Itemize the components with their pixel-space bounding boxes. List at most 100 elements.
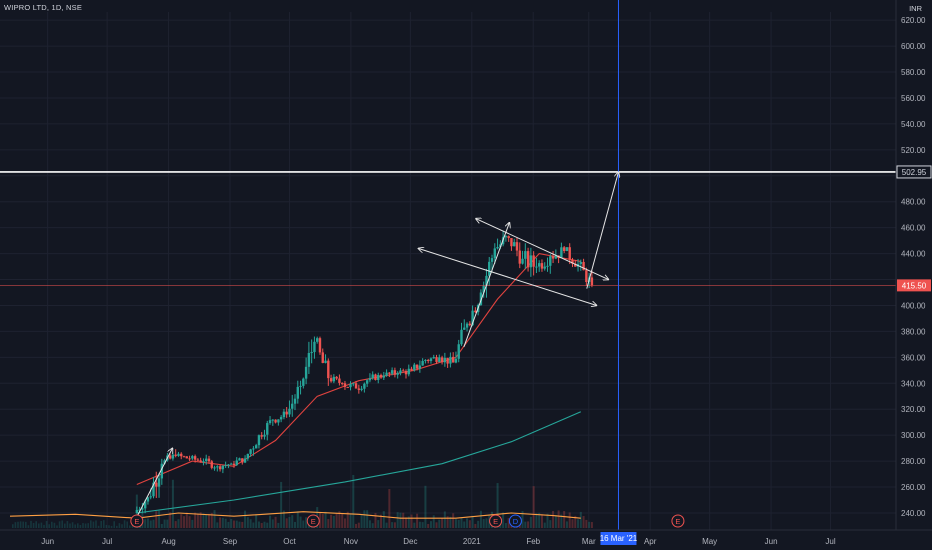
candle-body <box>207 458 211 462</box>
candle-body <box>157 478 161 487</box>
candle-body <box>443 357 447 363</box>
candle-body <box>227 464 230 466</box>
candle-body <box>193 456 197 460</box>
candle-body <box>307 352 311 367</box>
candle-body <box>221 465 225 470</box>
candle-body <box>146 497 150 502</box>
volume-bar <box>529 516 532 528</box>
candle-body <box>321 352 324 363</box>
volume-bar <box>14 522 17 528</box>
candle-body <box>177 453 180 456</box>
volume-bar <box>341 513 344 528</box>
candle-body <box>310 352 313 354</box>
candle-body <box>360 388 363 390</box>
volume-bar <box>249 519 252 528</box>
volume-bar <box>152 519 155 528</box>
event-badge-label: D <box>513 517 519 526</box>
candle-body <box>199 460 202 463</box>
volume-bar <box>48 524 50 528</box>
candle-body <box>457 344 460 359</box>
volume-bar <box>540 514 543 528</box>
candle-body <box>202 461 205 463</box>
time-tick-label: Feb <box>526 537 540 546</box>
volume-bar <box>79 524 82 528</box>
volume-bar <box>588 521 591 528</box>
price-tick-label: 240.00 <box>901 509 926 518</box>
volume-bar <box>582 516 585 528</box>
candle-body <box>560 247 563 258</box>
earnings-badge[interactable] <box>671 514 685 528</box>
impulse-arrow[interactable] <box>463 222 510 348</box>
volume-bar <box>202 513 205 528</box>
candle-body <box>465 323 469 328</box>
volume-bar <box>22 521 24 528</box>
volume-bar <box>288 516 291 528</box>
price-tick-label: 600.00 <box>901 42 926 51</box>
volume-bar <box>30 520 32 528</box>
candle-body <box>282 411 286 418</box>
volume-bar <box>77 523 79 528</box>
candle-body <box>302 378 305 386</box>
time-tick-label: Jun <box>765 537 778 546</box>
event-badge-label: E <box>675 517 680 526</box>
volume-bar <box>110 525 113 528</box>
volume-bar <box>363 510 366 528</box>
earnings-badge[interactable] <box>306 514 320 528</box>
volume-bar <box>468 520 471 528</box>
volume-bar <box>407 516 410 528</box>
volume-bar <box>554 515 557 528</box>
volume-bar <box>577 519 580 528</box>
volume-bar <box>421 522 424 528</box>
candle-body <box>463 327 466 330</box>
volume-bar <box>224 518 227 528</box>
volume-bar <box>413 522 416 528</box>
volume-bar <box>299 516 302 528</box>
volume-bar <box>32 522 35 528</box>
volume-bar <box>235 520 238 528</box>
candle-body <box>252 448 255 450</box>
volume-bar <box>427 523 430 528</box>
drawings <box>0 0 896 530</box>
candle-body <box>232 463 236 466</box>
volume-bar <box>552 510 555 528</box>
candle-body <box>363 383 366 389</box>
volume-bar <box>405 517 407 528</box>
time-scale: Jun Jul Aug Sep Oct Nov Dec 2021 Feb Mar Apr May Jun… <box>0 529 932 550</box>
channel-lower-line[interactable] <box>418 248 596 305</box>
volume-bar <box>410 514 413 528</box>
candle-body <box>429 358 433 361</box>
candle-body <box>260 435 263 437</box>
volume-bar <box>118 523 121 528</box>
earnings-badge[interactable] <box>130 514 144 528</box>
volume-bar <box>471 515 474 528</box>
volume-bar <box>103 520 105 528</box>
volume-bar <box>346 511 349 528</box>
volume-bar <box>527 521 530 528</box>
volume-bar <box>460 517 463 528</box>
volume-bar <box>335 513 338 528</box>
candle-body <box>338 378 341 383</box>
earnings-badge[interactable] <box>489 514 503 528</box>
candle-body <box>524 251 527 259</box>
time-tick-label: Jul <box>825 537 835 546</box>
price-tick-label: 580.00 <box>901 68 926 77</box>
volume-bar <box>466 518 469 528</box>
candle-body <box>551 256 555 259</box>
candle-body <box>474 310 477 313</box>
price-scale: 620.00 600.00 580.00 560.00 540.00 520.00 480.… <box>895 0 932 550</box>
candle-body <box>235 460 238 466</box>
volume-bar <box>485 518 488 528</box>
volume-bar <box>457 519 460 528</box>
impulse-arrow[interactable] <box>586 172 619 289</box>
volume-bar <box>454 519 457 528</box>
time-tick-label: Oct <box>283 537 296 546</box>
impulse-arrow[interactable] <box>136 448 173 518</box>
dividend-badge[interactable] <box>508 514 522 528</box>
candle-body <box>413 364 416 371</box>
volume-bar <box>19 521 22 528</box>
volume-bar <box>366 510 369 528</box>
candle-body <box>346 386 349 388</box>
volume-bar <box>532 486 535 528</box>
